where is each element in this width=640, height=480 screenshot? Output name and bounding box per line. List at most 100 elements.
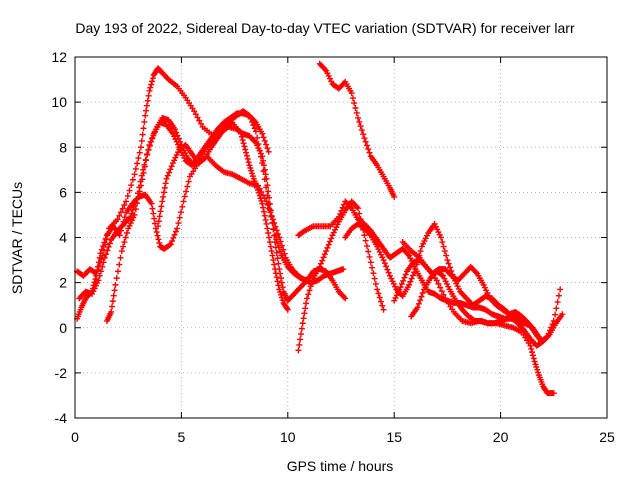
data-point (149, 78, 156, 85)
data-point (91, 279, 98, 286)
data-point (362, 237, 369, 244)
data-point (548, 324, 555, 331)
data-point (89, 288, 96, 295)
data-point (297, 336, 304, 343)
data-point (155, 218, 162, 225)
data-point (174, 149, 181, 156)
data-point (138, 137, 145, 144)
data-point (276, 266, 283, 273)
data-point (535, 369, 542, 376)
data-point (242, 146, 249, 153)
data-point (544, 333, 551, 340)
data-point (157, 208, 164, 215)
data-point (249, 118, 256, 125)
data-point (366, 149, 373, 156)
data-point (123, 229, 130, 236)
data-point (129, 176, 136, 183)
data-point (386, 272, 393, 279)
data-point (265, 200, 272, 207)
chart-title: Day 193 of 2022, Sidereal Day-to-day VTE… (75, 20, 575, 36)
x-tick-label: 25 (599, 429, 615, 445)
data-point (260, 204, 267, 211)
series-track-h (316, 60, 398, 200)
data-point (552, 311, 559, 318)
data-point (156, 213, 163, 220)
data-point (415, 300, 422, 307)
data-point (119, 223, 126, 230)
data-point (149, 134, 156, 141)
data-point (433, 277, 440, 284)
data-point (197, 120, 204, 127)
data-point (132, 206, 139, 213)
data-point (441, 248, 448, 255)
data-point (438, 271, 445, 278)
data-point (334, 221, 341, 228)
data-point (254, 134, 261, 141)
data-point (244, 155, 251, 162)
data-point (436, 231, 443, 238)
data-point (384, 266, 391, 273)
data-point (181, 155, 188, 162)
data-point (264, 145, 271, 152)
data-point (423, 232, 430, 239)
data-point (243, 149, 250, 156)
data-point (535, 333, 542, 340)
data-point (328, 235, 335, 242)
data-point (156, 239, 163, 246)
data-point (120, 243, 127, 250)
data-point (130, 214, 137, 221)
data-point (116, 212, 123, 219)
data-point (148, 200, 155, 207)
data-point (326, 75, 333, 82)
data-point (240, 140, 247, 147)
data-point (266, 234, 273, 241)
data-point (417, 248, 424, 255)
y-tick-label: 2 (59, 275, 67, 291)
data-point (258, 188, 265, 195)
data-point (352, 104, 359, 111)
data-point (353, 109, 360, 116)
data-point (252, 128, 259, 135)
data-point (406, 252, 413, 259)
data-point (555, 292, 562, 299)
data-point (121, 202, 128, 209)
data-point (161, 184, 168, 191)
data-point (103, 251, 110, 258)
data-point (391, 297, 398, 304)
data-point (383, 263, 390, 270)
data-point (93, 272, 100, 279)
data-point (98, 246, 105, 253)
data-point (363, 243, 370, 250)
data-point (277, 248, 284, 255)
data-point (305, 291, 312, 298)
data-point (167, 241, 174, 248)
data-point (276, 286, 283, 293)
y-tick-label: -2 (55, 365, 68, 381)
data-point (270, 257, 277, 264)
data-point (406, 281, 413, 288)
data-point (417, 297, 424, 304)
data-point (261, 176, 268, 183)
data-point (243, 152, 250, 159)
data-point (143, 157, 150, 164)
data-point (136, 149, 143, 156)
data-point (184, 183, 191, 190)
data-point (443, 280, 450, 287)
data-point (274, 278, 281, 285)
data-point (258, 197, 265, 204)
data-point (158, 203, 165, 210)
data-point (534, 366, 541, 373)
data-point (174, 141, 181, 148)
data-point (172, 126, 179, 133)
data-point (269, 252, 276, 259)
data-point (113, 275, 120, 282)
data-point (378, 251, 385, 258)
data-point (355, 114, 362, 121)
data-point (309, 279, 316, 286)
data-point (114, 216, 121, 223)
data-point (137, 144, 144, 151)
data-point (260, 208, 267, 215)
data-point (412, 266, 419, 273)
data-point (274, 240, 281, 247)
y-tick-label: 0 (59, 320, 67, 336)
